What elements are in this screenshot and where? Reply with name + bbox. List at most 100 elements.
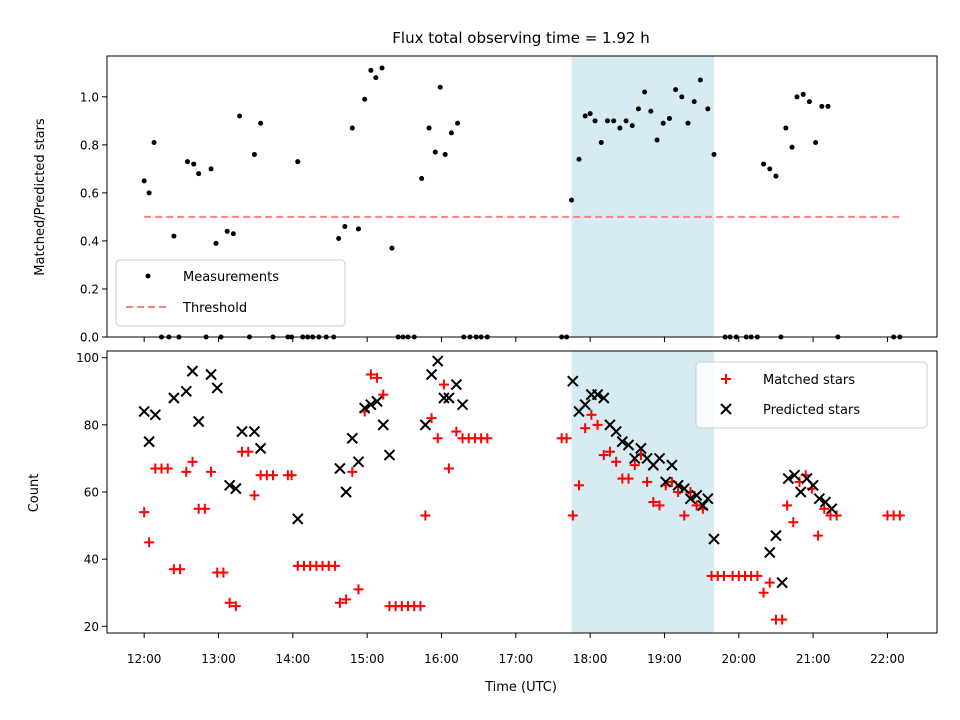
measurement-point — [800, 91, 806, 97]
matched-star-point — [268, 470, 278, 481]
predicted-star-stroke — [567, 375, 579, 387]
legend-label-measurements: Measurements — [183, 270, 279, 285]
matched-star-point — [341, 594, 352, 605]
matched-star-point — [175, 564, 186, 575]
measurement-point — [773, 173, 779, 179]
matched-star-point — [691, 500, 702, 511]
predicted-star-point — [143, 435, 155, 448]
predicted-star-stroke — [340, 486, 352, 498]
measurement-point — [191, 161, 197, 167]
measurement-point — [642, 89, 648, 95]
predicted-star-point — [697, 499, 709, 512]
predicted-star-point — [456, 399, 469, 411]
legend-bottom: Matched stars Predicted stars — [695, 361, 928, 429]
predicted-star-stroke — [230, 482, 242, 495]
y-tick-label: 0.2 — [80, 282, 99, 296]
predicted-star-stroke — [168, 392, 180, 404]
predicted-star-point — [764, 546, 776, 559]
predicted-star-stroke — [149, 409, 162, 421]
predicted-star-point — [186, 365, 199, 377]
predicted-star-stroke — [653, 452, 666, 465]
measurement-point — [617, 125, 623, 131]
x-axis-label: Time (UTC) — [484, 680, 557, 695]
predicted-star-stroke — [223, 479, 236, 491]
measurement-point — [673, 87, 679, 93]
y-tick-label: 60 — [84, 486, 99, 500]
predicted-star-point — [678, 482, 690, 495]
legend-marker-measurements — [145, 273, 151, 279]
matched-star-point — [438, 379, 449, 390]
measurement-point — [761, 161, 767, 167]
matched-star-point — [243, 446, 254, 457]
matched-star-point — [777, 614, 788, 625]
predicted-star-point — [825, 503, 838, 515]
predicted-star-point — [236, 425, 248, 438]
predicted-star-point — [149, 409, 162, 421]
predicted-star-stroke — [438, 392, 450, 404]
matched-star-point — [139, 507, 150, 518]
predicted-star-point — [788, 469, 801, 481]
measurement-point — [691, 99, 697, 105]
matched-star-point — [249, 490, 260, 501]
predicted-star-stroke — [419, 419, 432, 431]
x-tick-label: 19:00 — [647, 652, 682, 666]
matched-star-point — [592, 419, 603, 430]
predicted-star-stroke — [635, 442, 647, 455]
matched-star-point — [378, 389, 389, 400]
predicted-star-point — [377, 419, 389, 431]
measurement-point — [141, 178, 147, 184]
predicted-star-stroke — [616, 435, 629, 448]
measurement-point — [379, 65, 385, 71]
x-tick-label: 13:00 — [201, 652, 236, 666]
matched-star-point — [432, 433, 443, 444]
measurement-point — [635, 106, 641, 112]
measurement-point — [629, 123, 635, 129]
measurement-point — [819, 103, 825, 109]
predicted-star-point — [346, 432, 358, 444]
measurement-point — [679, 94, 685, 100]
measurement-point — [711, 151, 717, 157]
measurement-point — [794, 94, 800, 100]
measurement-point — [576, 156, 582, 162]
predicted-star-stroke — [684, 493, 697, 505]
predicted-star-stroke — [604, 419, 616, 431]
measurement-point — [611, 118, 617, 124]
measurement-point — [587, 111, 593, 117]
measurement-point — [685, 120, 691, 126]
plot-frame-bottom — [106, 350, 938, 634]
matched-star-point — [181, 466, 192, 477]
predicted-star-stroke — [205, 368, 217, 381]
predicted-star-stroke — [622, 439, 635, 451]
matched-star-point — [365, 369, 376, 380]
predicted-star-point — [334, 462, 346, 475]
predicted-star-stroke — [186, 365, 199, 377]
x-ticks-bottom: 12:00 13:00 14:00 15:00 16:00 17:00 18:00 19:00… — [127, 633, 905, 666]
predicted-star-point — [450, 378, 463, 391]
measurement-point — [419, 175, 425, 181]
matched-star-point — [230, 601, 241, 612]
predicted-star-stroke — [666, 459, 678, 471]
matched-star-point — [598, 450, 609, 461]
top-panel: 0.0 0.2 0.4 0.6 0.8 1.0 Flux total observing … — [33, 29, 938, 345]
predicted-star-point — [610, 425, 622, 438]
predicted-star-point — [653, 452, 666, 465]
matched-star-point — [718, 570, 729, 581]
predicted-star-point — [383, 449, 396, 461]
measurement-point — [697, 77, 703, 83]
predicted-star-stroke — [383, 449, 396, 461]
measurement-point — [355, 226, 361, 232]
measurement-point — [437, 84, 443, 90]
measurement-point — [426, 125, 432, 131]
predicted-star-point — [807, 479, 819, 491]
legend-label-predicted: Predicted stars — [763, 403, 860, 418]
measurement-point — [224, 228, 230, 234]
legend-top: Measurements Threshold — [115, 259, 346, 327]
x-ticks-top — [143, 337, 888, 342]
matched-star-point — [648, 497, 659, 508]
matched-star-point — [372, 372, 383, 383]
predicted-star-stroke — [352, 456, 365, 468]
y-axis-label-bottom: Count — [27, 474, 42, 513]
predicted-star-point — [230, 482, 242, 495]
predicted-star-point — [365, 399, 377, 411]
measurement-point — [705, 106, 711, 112]
